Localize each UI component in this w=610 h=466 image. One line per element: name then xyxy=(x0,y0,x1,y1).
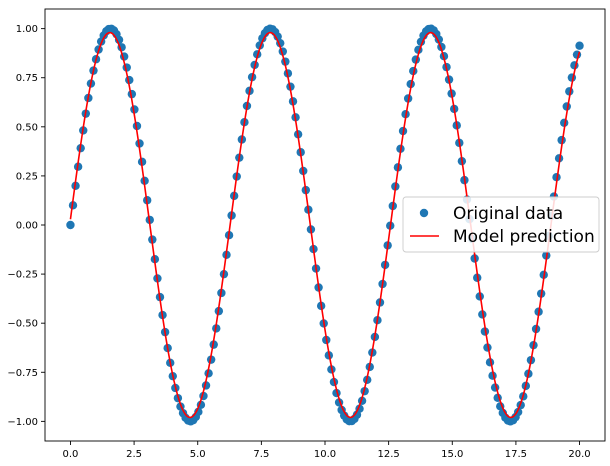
data-point-original xyxy=(554,154,564,163)
y-tick-label: 0.00 xyxy=(16,221,38,232)
y-tick-label: 1.00 xyxy=(16,24,38,35)
x-tick-label: 10.0 xyxy=(314,449,336,460)
legend-marker-original-data xyxy=(419,208,429,218)
series-model-prediction-line xyxy=(69,31,581,419)
data-point-original xyxy=(557,135,566,145)
x-tick-label: 17.5 xyxy=(505,449,527,460)
data-point-original xyxy=(483,343,492,352)
legend-label-original-data: Original data xyxy=(453,204,563,224)
y-tick-label: −0.75 xyxy=(7,368,38,379)
x-tick-label: 12.5 xyxy=(378,449,400,460)
data-point-original xyxy=(552,173,561,182)
x-tick-label: 2.5 xyxy=(126,449,142,460)
x-tick-label: 5.0 xyxy=(190,449,206,460)
y-tick-label: −0.25 xyxy=(7,270,38,281)
data-point-original xyxy=(194,407,203,417)
axes: 0.0 2.5 5.0 7.5 10.0 12.5 15.0 17.5 20.0 1.00 0.75… xyxy=(7,8,606,460)
y-tick-label: −0.50 xyxy=(7,319,38,330)
plot-area xyxy=(66,24,584,426)
x-tick-label: 0.0 xyxy=(63,449,79,460)
data-point-original xyxy=(273,32,282,41)
data-point-original xyxy=(66,220,75,230)
y-tick-label: 0.50 xyxy=(16,122,38,133)
y-tick-label: 0.25 xyxy=(16,171,38,182)
legend: Original data Model prediction xyxy=(402,196,600,253)
data-point-original xyxy=(572,50,582,59)
data-point-original xyxy=(575,41,584,50)
legend-box xyxy=(402,196,600,253)
data-point-original xyxy=(206,355,216,364)
data-point-original xyxy=(132,121,142,131)
y-tick-label: 0.75 xyxy=(16,73,38,84)
x-tick-label: 15.0 xyxy=(441,449,463,460)
y-tick-label: −1.00 xyxy=(7,417,38,428)
data-point-original xyxy=(480,327,490,336)
x-tick-label: 20.0 xyxy=(568,449,590,460)
legend-label-model-prediction: Model prediction xyxy=(453,227,595,247)
x-tick-label: 7.5 xyxy=(253,449,269,460)
